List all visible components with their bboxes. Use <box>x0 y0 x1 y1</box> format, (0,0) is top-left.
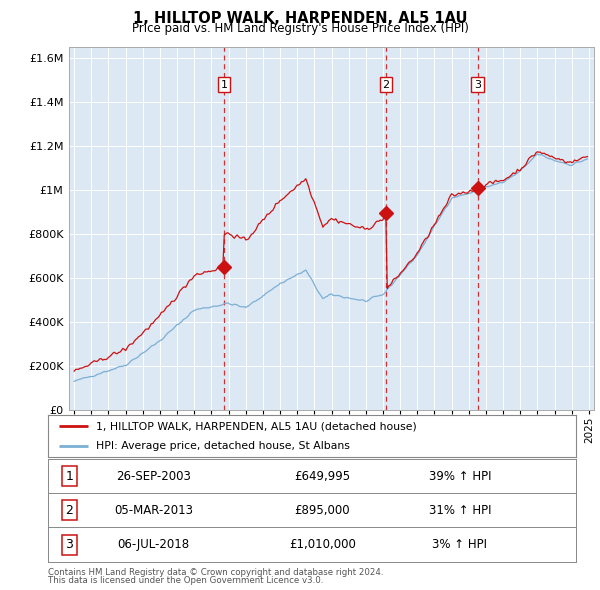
Text: 3: 3 <box>474 80 481 90</box>
Text: £895,000: £895,000 <box>295 504 350 517</box>
Text: 3: 3 <box>65 538 73 551</box>
Text: 05-MAR-2013: 05-MAR-2013 <box>114 504 193 517</box>
Text: 39% ↑ HPI: 39% ↑ HPI <box>428 470 491 483</box>
Text: 3% ↑ HPI: 3% ↑ HPI <box>433 538 487 551</box>
Text: HPI: Average price, detached house, St Albans: HPI: Average price, detached house, St A… <box>95 441 349 451</box>
Text: Price paid vs. HM Land Registry's House Price Index (HPI): Price paid vs. HM Land Registry's House … <box>131 22 469 35</box>
Text: 2: 2 <box>382 80 389 90</box>
Text: 1, HILLTOP WALK, HARPENDEN, AL5 1AU (detached house): 1, HILLTOP WALK, HARPENDEN, AL5 1AU (det… <box>95 421 416 431</box>
Text: 1, HILLTOP WALK, HARPENDEN, AL5 1AU: 1, HILLTOP WALK, HARPENDEN, AL5 1AU <box>133 11 467 25</box>
Text: Contains HM Land Registry data © Crown copyright and database right 2024.: Contains HM Land Registry data © Crown c… <box>48 568 383 577</box>
Text: 06-JUL-2018: 06-JUL-2018 <box>118 538 190 551</box>
Text: 1: 1 <box>65 470 73 483</box>
Text: 31% ↑ HPI: 31% ↑ HPI <box>428 504 491 517</box>
Text: £649,995: £649,995 <box>295 470 350 483</box>
Text: 2: 2 <box>65 504 73 517</box>
Text: 1: 1 <box>220 80 227 90</box>
Text: £1,010,000: £1,010,000 <box>289 538 356 551</box>
Text: 26-SEP-2003: 26-SEP-2003 <box>116 470 191 483</box>
Text: This data is licensed under the Open Government Licence v3.0.: This data is licensed under the Open Gov… <box>48 576 323 585</box>
